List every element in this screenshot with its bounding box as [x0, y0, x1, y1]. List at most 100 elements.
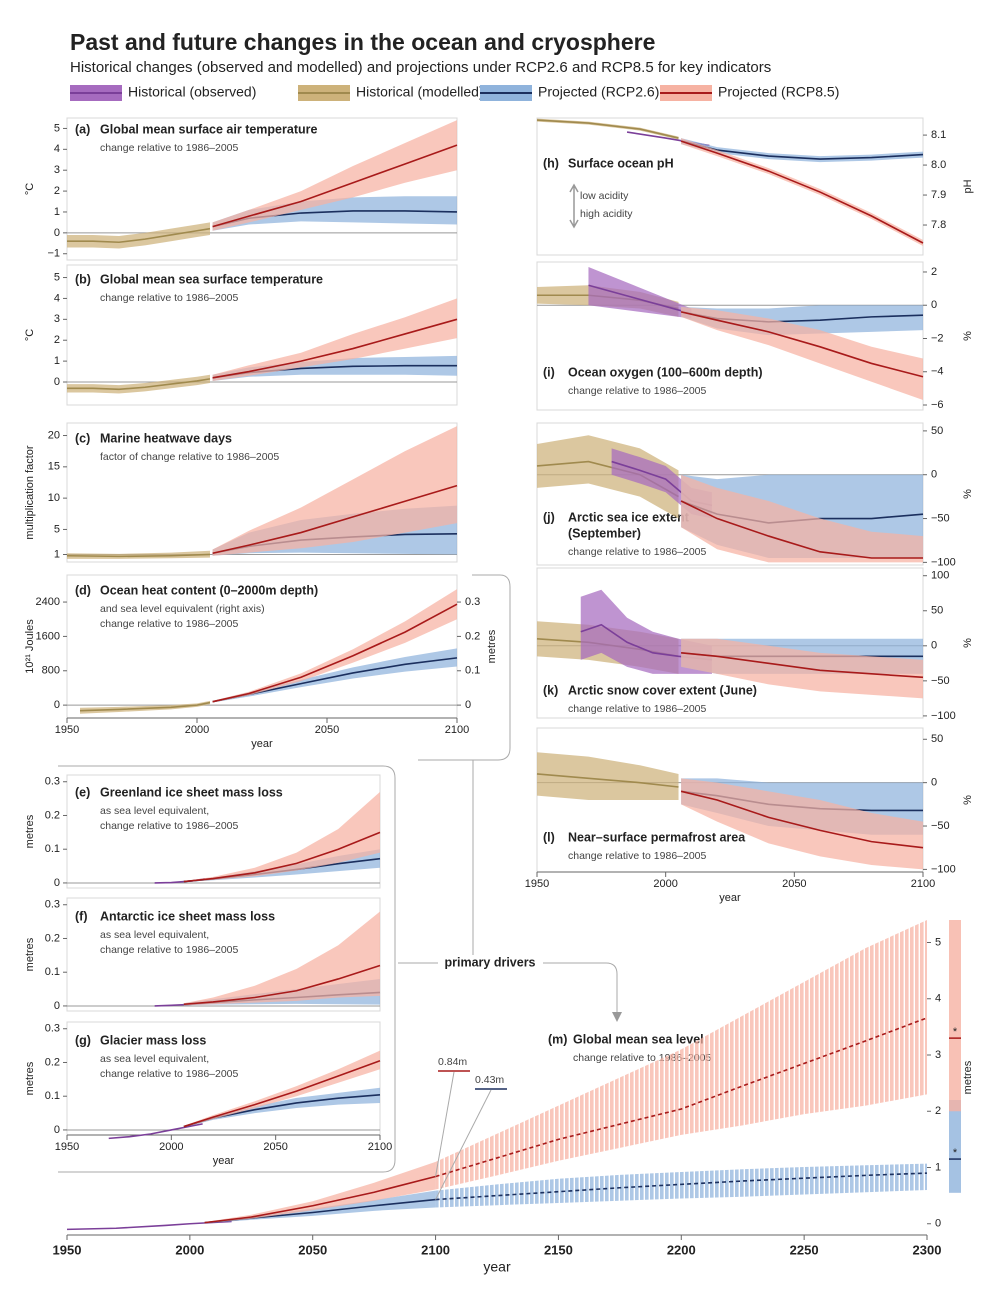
x-tick-label: 2250 — [790, 1242, 819, 1257]
x-tick-label: 1950 — [53, 1242, 82, 1257]
panel-label: (e) — [75, 785, 90, 799]
panel-title: Near–surface permafrost area — [568, 830, 746, 844]
series-line — [212, 603, 458, 703]
y-tick-label: 0.3 — [45, 776, 60, 788]
uncertainty-band — [681, 474, 923, 563]
series-line — [680, 790, 924, 849]
y-tick-label: 8.1 — [931, 129, 946, 141]
uncertainty-band — [204, 920, 928, 1224]
y-axis-label: pH — [962, 179, 974, 193]
panel-label: (h) — [543, 156, 559, 170]
uncertainty-band — [183, 1087, 380, 1128]
figure-subtitle: Historical changes (observed and modelle… — [70, 59, 771, 76]
panel-label: (m) — [548, 1032, 567, 1046]
y2-tick-label: 0.2 — [465, 630, 480, 642]
panel-title: Global mean sea surface temperature — [100, 272, 323, 286]
panel-note: change relative to 1986–2005 — [100, 820, 239, 832]
panel-title: Antarctic ice sheet mass loss — [100, 909, 275, 923]
uncertainty-band — [212, 355, 457, 381]
y-tick-label: 7.8 — [931, 219, 946, 231]
series-line — [183, 964, 381, 1006]
panel-note: as sea level equivalent, — [100, 1053, 209, 1065]
y-tick-label: 2 — [54, 185, 60, 197]
panel-title: Marine heatwave days — [100, 431, 232, 445]
connector — [398, 962, 618, 1018]
series-line — [588, 284, 692, 315]
x-tick-label: 1950 — [55, 1141, 79, 1153]
x-tick-label: 2000 — [653, 878, 677, 890]
series-line — [183, 1060, 381, 1128]
series-line — [183, 831, 381, 883]
y-tick-label: 4 — [935, 993, 941, 1005]
y-axis-label: % — [962, 795, 974, 805]
panel-label: (g) — [75, 1033, 91, 1047]
panel-note: as sea level equivalent, — [100, 805, 209, 817]
y-tick-label: 0 — [54, 1124, 60, 1136]
y-tick-label: 0 — [54, 699, 60, 711]
y-tick-label: 5 — [935, 936, 941, 948]
y-tick-label: 800 — [42, 665, 60, 677]
y-tick-label: 0 — [54, 376, 60, 388]
likely-range-bar — [949, 920, 961, 1112]
y-tick-label: 50 — [931, 425, 943, 437]
arrow-label: low acidity — [580, 190, 629, 202]
panel-note: change relative to 1986–2005 — [568, 385, 707, 397]
x-tick-label: 2050 — [298, 1242, 327, 1257]
y-tick-label: 1 — [54, 206, 60, 218]
panel-title: Greenland ice sheet mass loss — [100, 785, 283, 799]
y-tick-label: 0.3 — [45, 899, 60, 911]
legend-label: Historical (observed) — [128, 84, 256, 100]
y-tick-label: 0.1 — [45, 1090, 60, 1102]
y-tick-label: 15 — [48, 461, 60, 473]
y-tick-label: 8.0 — [931, 159, 946, 171]
panel-note: change relative to 1986–2005 — [568, 850, 707, 862]
y-tick-label: 50 — [931, 605, 943, 617]
uncertainty-band — [183, 911, 380, 1006]
annotation-leader — [435, 1071, 455, 1177]
y-tick-label: −50 — [931, 512, 950, 524]
y-tick-label: 0.2 — [45, 1056, 60, 1068]
x-tick-label: 1950 — [55, 724, 79, 736]
y-axis-label: metres — [24, 814, 36, 848]
series-line — [204, 1175, 436, 1224]
x-tick-label: 2100 — [368, 1141, 392, 1153]
panel-title: (September) — [568, 526, 641, 540]
x-tick-label: 2300 — [913, 1242, 942, 1257]
panel-note: and sea level equivalent (right axis) — [100, 603, 265, 615]
panel-title: Arctic snow cover extent (June) — [568, 683, 757, 697]
y2-tick-label: 0.3 — [465, 596, 480, 608]
x-tick-label: 2050 — [782, 878, 806, 890]
y-axis-label: metres — [24, 1061, 36, 1095]
panel-note: factor of change relative to 1986–2005 — [100, 451, 279, 463]
series-line — [680, 140, 924, 244]
panel-note: change relative to 1986–2005 — [568, 546, 707, 558]
y-tick-label: −2 — [931, 332, 944, 344]
y-tick-label: 3 — [935, 1049, 941, 1061]
uncertainty-band — [212, 426, 457, 556]
y-tick-label: 0.2 — [45, 932, 60, 944]
y-tick-label: 0 — [935, 1218, 941, 1230]
x-tick-label: 1950 — [525, 878, 549, 890]
y-axis-label: % — [962, 489, 974, 499]
uncertainty-band — [204, 1163, 928, 1224]
y-tick-label: −1 — [47, 248, 60, 260]
series-line — [680, 311, 924, 378]
y-tick-label: 0.1 — [45, 843, 60, 855]
legend-label: Projected (RCP8.5) — [718, 84, 839, 100]
x-tick-label: 2100 — [911, 878, 935, 890]
median-label: * — [953, 1026, 958, 1038]
uncertainty-band — [80, 700, 210, 714]
y-tick-label: −4 — [931, 366, 944, 378]
panel-note: change relative to 1986–2005 — [100, 1068, 239, 1080]
y-axis-label: multiplication factor — [24, 445, 36, 539]
y-tick-label: 1 — [935, 1161, 941, 1173]
legend-label: Historical (modelled) — [356, 84, 484, 100]
panel-label: (d) — [75, 583, 91, 597]
series-line — [212, 318, 458, 379]
uncertainty-band — [212, 120, 457, 231]
figure-title: Past and future changes in the ocean and… — [70, 29, 655, 55]
series-line — [536, 773, 679, 788]
x-tick-label: 2100 — [421, 1242, 450, 1257]
y-tick-label: 0.1 — [45, 966, 60, 978]
y-tick-label: 1 — [54, 548, 60, 560]
